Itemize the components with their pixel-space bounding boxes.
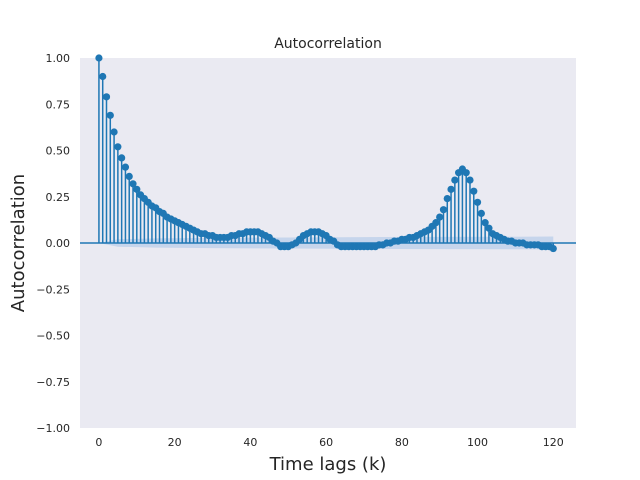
- stem-marker: [485, 224, 493, 232]
- stem-marker: [436, 213, 444, 221]
- stem-marker: [110, 128, 118, 136]
- x-tick-label: 60: [319, 436, 333, 449]
- y-tick-label: 0.00: [46, 237, 71, 250]
- stem-marker: [466, 176, 474, 184]
- stem-marker: [118, 154, 126, 162]
- y-tick-label: −0.75: [36, 376, 70, 389]
- y-axis-ticks: −1.00 −0.75 −0.50 −0.25 0.00 0.25 0.50 0.75 1.00: [36, 52, 70, 435]
- stem-marker: [481, 219, 489, 227]
- stem-marker: [443, 195, 451, 203]
- stem-marker: [470, 187, 478, 195]
- stem-markers: [95, 54, 557, 253]
- stem-marker: [95, 54, 103, 62]
- stem-marker: [473, 198, 482, 206]
- stem-marker: [451, 176, 459, 184]
- stem-marker: [462, 169, 470, 177]
- y-tick-label: 0.75: [46, 98, 71, 111]
- y-tick-label: 0.25: [46, 191, 71, 204]
- y-tick-label: −1.00: [36, 422, 70, 435]
- x-tick-label: 0: [95, 436, 102, 449]
- x-axis-label: Time lags (k): [269, 454, 387, 475]
- y-tick-label: −0.50: [36, 330, 70, 343]
- y-axis-label: Autocorrelation: [8, 174, 29, 312]
- stem-marker: [102, 93, 111, 101]
- y-tick-label: 1.00: [46, 52, 71, 65]
- x-tick-label: 20: [168, 436, 182, 449]
- chart-title: Autocorrelation: [274, 36, 382, 52]
- stem-marker: [114, 143, 122, 151]
- stem-marker: [99, 72, 107, 81]
- stem-lines: [98, 58, 555, 249]
- stem-marker: [447, 185, 455, 193]
- stem-marker: [121, 163, 130, 171]
- stem-marker: [432, 219, 440, 227]
- y-tick-label: −0.25: [36, 283, 70, 296]
- y-tick-label: 0.50: [46, 145, 71, 158]
- x-tick-label: 40: [243, 436, 257, 449]
- x-tick-label: 100: [467, 436, 488, 449]
- stem-marker: [477, 209, 485, 217]
- x-axis-ticks: 0 20 40 60 80 100 120: [95, 436, 563, 449]
- stem-marker: [439, 206, 448, 214]
- x-tick-label: 120: [543, 436, 564, 449]
- stem-marker: [106, 111, 114, 119]
- x-tick-label: 80: [395, 436, 409, 449]
- stem-marker: [133, 185, 141, 193]
- stem-marker: [125, 172, 133, 180]
- stem-marker: [549, 244, 557, 253]
- stem-marker: [129, 180, 137, 188]
